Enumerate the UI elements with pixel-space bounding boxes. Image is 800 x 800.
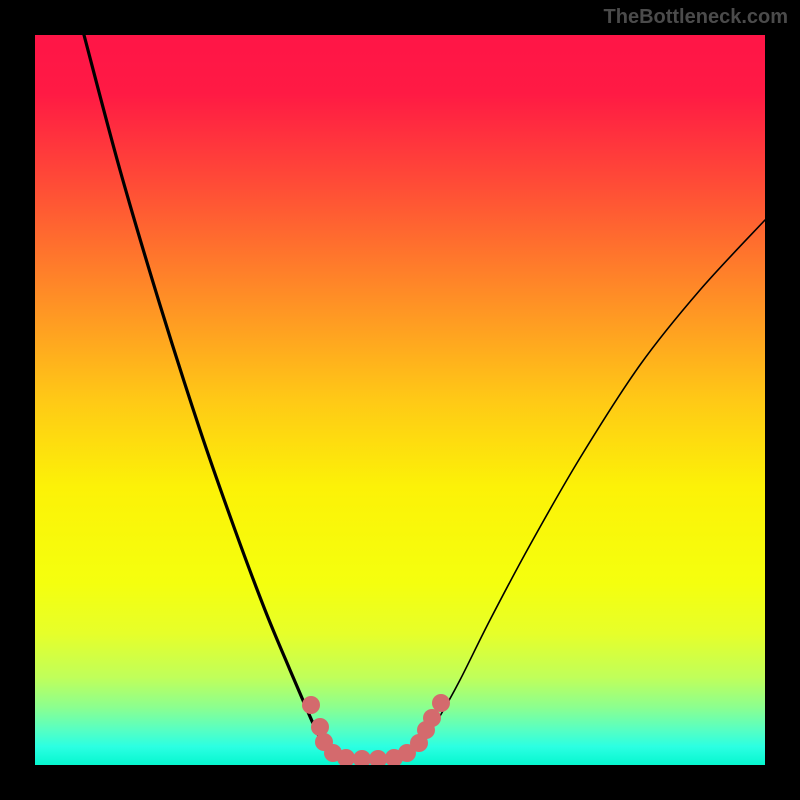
- data-marker: [353, 750, 371, 768]
- gradient-background: [35, 35, 765, 765]
- data-marker: [423, 709, 441, 727]
- watermark-text: TheBottleneck.com: [604, 6, 788, 29]
- data-marker: [369, 750, 387, 768]
- data-marker: [432, 694, 450, 712]
- data-marker: [302, 696, 320, 714]
- chart-container: TheBottleneck.com: [0, 0, 800, 800]
- bottleneck-chart: [0, 0, 800, 800]
- data-marker: [337, 749, 355, 767]
